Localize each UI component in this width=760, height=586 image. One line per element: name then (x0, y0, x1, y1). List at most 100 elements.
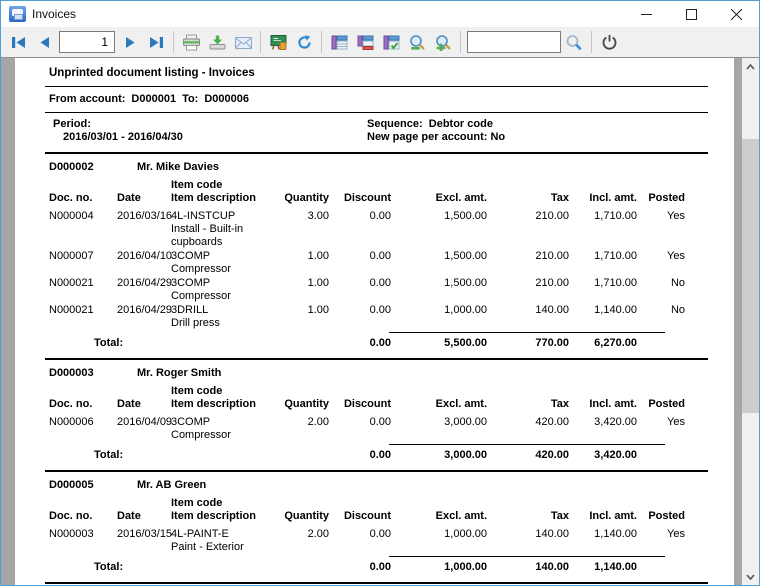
invoice-rows: N000006 2016/04/09 3COMP 2.00 0.00 3,000… (15, 416, 734, 442)
total-discount: 0.00 (329, 449, 391, 462)
search-input[interactable] (467, 31, 561, 53)
item-code: 3COMP (171, 250, 279, 263)
total-tax: 770.00 (487, 337, 569, 350)
sequence-label: Sequence: (367, 118, 423, 130)
total-discount: 0.00 (329, 337, 391, 350)
column-header-row-1: Item code (15, 497, 734, 510)
layout-footer-button[interactable] (352, 29, 378, 55)
account-section: D000005 Mr. AB Green Item code Doc. no. … (15, 479, 734, 584)
next-page-button[interactable] (117, 29, 143, 55)
total-rule (389, 332, 665, 333)
col-item-description: Item description (171, 510, 279, 523)
scroll-down-button[interactable] (742, 568, 759, 585)
incl-amt: 1,140.00 (569, 304, 637, 317)
column-header-row-2: Doc. no. Date Item description Quantity … (15, 192, 734, 205)
discount: 0.00 (329, 250, 391, 263)
zoom-out-button[interactable] (404, 29, 430, 55)
col-item-description: Item description (171, 398, 279, 411)
layout-confirm-button[interactable] (378, 29, 404, 55)
chevron-up-icon (746, 64, 755, 70)
incl-amt: 1,710.00 (569, 277, 637, 290)
invoice-row-line1: N000004 2016/03/16 4L-INSTCUP 3.00 0.00 … (15, 210, 734, 223)
minimize-button[interactable] (624, 1, 669, 27)
invoice-rows: N000004 2016/03/16 4L-INSTCUP 3.00 0.00 … (15, 210, 734, 330)
doc-date: 2016/04/29 (117, 304, 171, 317)
zoom-in-icon (434, 34, 453, 51)
incl-amt: 1,710.00 (569, 250, 637, 263)
account-section: D000002 Mr. Mike Davies Item code Doc. n… (15, 161, 734, 360)
close-button[interactable] (714, 1, 759, 27)
power-exit-button[interactable] (596, 29, 622, 55)
design-icon (269, 34, 288, 51)
to-account-label: To: (182, 93, 198, 105)
tax: 420.00 (487, 416, 569, 429)
section-divider (45, 358, 708, 360)
design-button[interactable] (265, 29, 291, 55)
col-incl-amt: Incl. amt. (569, 398, 637, 411)
incl-amt: 1,710.00 (569, 210, 637, 223)
first-page-button[interactable] (5, 29, 31, 55)
doc-no: N000006 (49, 416, 117, 429)
email-button[interactable] (230, 29, 256, 55)
print-button[interactable] (178, 29, 204, 55)
page-number-input[interactable] (59, 31, 115, 53)
excl-amt: 1,500.00 (391, 210, 487, 223)
scrollbar-thumb[interactable] (742, 139, 759, 413)
maximize-button[interactable] (669, 1, 714, 27)
col-tax: Tax (487, 510, 569, 523)
col-excl-amt: Excl. amt. (391, 192, 487, 205)
account-name: Mr. Mike Davies (137, 161, 219, 174)
total-excl: 5,500.00 (391, 337, 487, 350)
layout-header-button[interactable] (326, 29, 352, 55)
zoom-in-button[interactable] (430, 29, 456, 55)
doc-no: N000004 (49, 210, 117, 223)
invoice-rows: N000003 2016/03/15 4L-PAINT-E 2.00 0.00 … (15, 528, 734, 554)
column-header-row-2: Doc. no. Date Item description Quantity … (15, 398, 734, 411)
quantity: 1.00 (279, 277, 329, 290)
export-save-button[interactable] (204, 29, 230, 55)
item-description: Compressor (171, 429, 279, 442)
col-discount: Discount (329, 192, 391, 205)
section-divider (45, 152, 708, 154)
search-button[interactable] (561, 29, 587, 55)
invoice-row: N000006 2016/04/09 3COMP 2.00 0.00 3,000… (15, 416, 734, 442)
total-label: Total: (49, 561, 279, 574)
doc-date: 2016/04/10 (117, 250, 171, 263)
item-description: Paint - Exterior (171, 541, 279, 554)
export-save-icon (208, 34, 227, 51)
sequence-value: Debtor code (429, 118, 493, 130)
discount: 0.00 (329, 277, 391, 290)
title-bar: Invoices (1, 1, 759, 27)
scroll-up-button[interactable] (742, 58, 759, 75)
tax: 140.00 (487, 528, 569, 541)
col-date: Date (117, 510, 171, 523)
section-total-row: Total: 0.00 1,000.00 140.00 1,140.00 (15, 561, 734, 574)
previous-page-button[interactable] (31, 29, 57, 55)
period-value: 2016/03/01 - 2016/04/30 (53, 131, 345, 144)
doc-date: 2016/03/16 (117, 210, 171, 223)
chevron-down-icon (746, 574, 755, 580)
item-code: 3DRILL (171, 304, 279, 317)
tax: 210.00 (487, 277, 569, 290)
quantity: 1.00 (279, 304, 329, 317)
invoice-row-line1: N000021 2016/04/29 3DRILL 1.00 0.00 1,00… (15, 304, 734, 317)
window-title: Invoices (32, 7, 76, 21)
refresh-button[interactable] (291, 29, 317, 55)
tax: 210.00 (487, 250, 569, 263)
toolbar-separator (173, 31, 174, 53)
col-quantity: Quantity (279, 398, 329, 411)
section-divider (45, 582, 708, 584)
doc-no: N000007 (49, 250, 117, 263)
invoice-row-line2: Compressor (15, 263, 734, 276)
invoice-row-line1: N000003 2016/03/15 4L-PAINT-E 2.00 0.00 … (15, 528, 734, 541)
col-quantity: Quantity (279, 510, 329, 523)
previous-page-icon (37, 35, 52, 50)
report-preview-area: Unprinted document listing - Invoices Fr… (1, 58, 759, 585)
to-account-value: D000006 (204, 93, 249, 105)
invoice-row-line2: Install - Built-in cupboards (15, 223, 734, 249)
last-page-button[interactable] (143, 29, 169, 55)
col-doc-no: Doc. no. (49, 192, 117, 205)
item-code: 3COMP (171, 416, 279, 429)
excl-amt: 1,500.00 (391, 277, 487, 290)
vertical-scrollbar[interactable] (742, 58, 759, 585)
